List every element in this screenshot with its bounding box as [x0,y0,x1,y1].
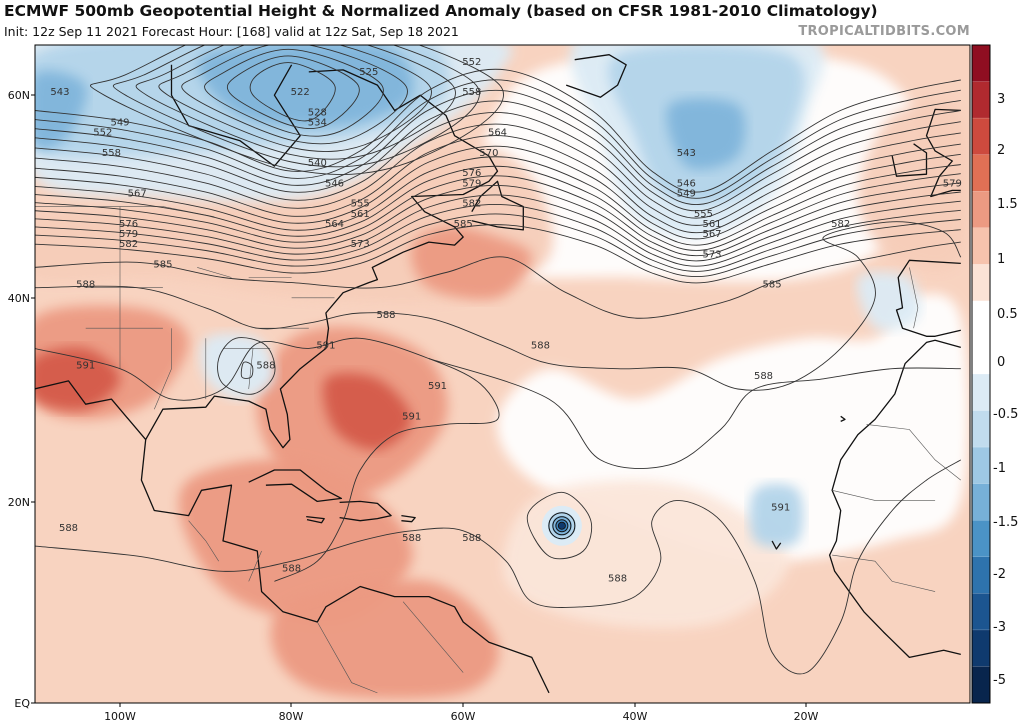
lon-label-100w: 100W [104,710,136,723]
contour-label: 588 [282,563,301,574]
lon-label-60w: 60W [451,710,476,723]
contour-label: 585 [454,219,473,230]
contour-label: 528 [308,108,327,119]
contour-label: 588 [608,573,627,584]
contour-label: 588 [462,533,481,544]
contour-label: 558 [102,148,121,159]
brand-watermark[interactable]: TROPICALTIDBITS.COM [798,24,970,39]
map-frame [34,44,971,704]
contour-label: 567 [128,189,147,200]
contour-label: 567 [702,229,721,240]
contour-label: 540 [308,158,327,169]
contour-label: 543 [677,148,696,159]
contour-label: 561 [702,219,721,230]
contour-label: 552 [93,128,112,139]
contour-label: 552 [462,57,481,68]
contour-label: 582 [831,219,850,230]
land-outlines [35,54,961,694]
longitude-axis: 100W 80W 60W 40W 20W [104,703,819,723]
contour-label: 591 [76,361,95,372]
contour-label: 564 [325,219,344,230]
contour-label: 543 [50,87,69,98]
contour-label: 564 [488,128,507,139]
lat-label-40n: 40N [8,292,30,305]
contour-label: 588 [531,340,550,351]
contour-label: 588 [754,371,773,382]
contour-label: 576 [119,219,138,230]
contour-label: 582 [462,199,481,210]
lon-label-80w: 80W [279,710,304,723]
lat-label-20n: 20N [8,496,30,509]
contour-label: 573 [702,249,721,260]
contour-label: 591 [428,381,447,392]
contour-labels: 5435255225285345405465495525585675555615… [50,57,961,585]
contour-label: 588 [76,280,95,291]
lon-label-20w: 20W [794,710,819,723]
contour-label: 588 [376,310,395,321]
contour-label: 573 [351,239,370,250]
contour-label: 588 [59,523,78,534]
contour-label: 558 [462,87,481,98]
latitude-axis: 60N 40N 20N EQ [8,89,35,710]
height-contours [35,45,962,675]
contour-label: 579 [119,229,138,240]
contour-label: 588 [256,361,275,372]
contour-label: 534 [308,118,327,129]
contour-label: 546 [325,178,344,189]
contour-label: 579 [462,178,481,189]
chart-title: ECMWF 500mb Geopotential Height & Normal… [4,2,878,20]
lat-label-eq: EQ [14,697,30,710]
contour-label: 585 [763,280,782,291]
contour-label: 570 [479,148,498,159]
contour-label: 546 [677,178,696,189]
contour-label: 588 [402,533,421,544]
lon-label-40w: 40W [623,710,648,723]
contour-label: 555 [351,199,370,210]
contour-label: 591 [316,340,335,351]
contour-label: 525 [359,67,378,78]
contour-label: 579 [943,178,962,189]
lat-label-60n: 60N [8,89,30,102]
contour-label: 549 [677,189,696,200]
contour-label: 582 [119,239,138,250]
contour-label: 591 [771,503,790,514]
contour-label: 591 [402,411,421,422]
contour-label: 549 [110,118,129,129]
contour-label: 555 [694,209,713,220]
contour-label: 585 [153,259,172,270]
contour-label: 576 [462,168,481,179]
contour-label: 522 [291,87,310,98]
contour-label: 561 [351,209,370,220]
forecast-info: Init: 12z Sep 11 2021 Forecast Hour: [16… [4,24,459,39]
